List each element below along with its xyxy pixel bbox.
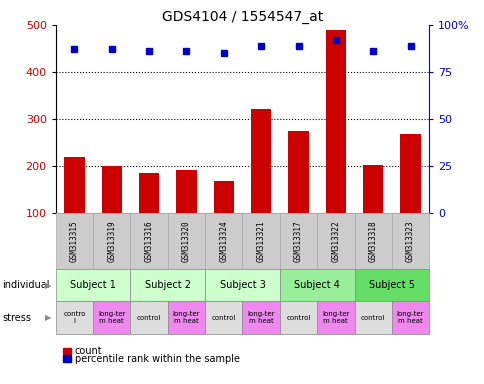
Bar [287, 131, 308, 213]
Text: Subject 5: Subject 5 [368, 280, 414, 290]
Text: Subject 4: Subject 4 [294, 280, 339, 290]
Bar [250, 109, 271, 213]
Bar [399, 134, 420, 213]
Text: ▶: ▶ [45, 281, 52, 290]
Bar [138, 173, 159, 213]
Text: ▶: ▶ [45, 313, 52, 322]
Text: GSM313318: GSM313318 [368, 220, 377, 262]
Text: contro
l: contro l [63, 311, 86, 324]
Text: GSM313324: GSM313324 [219, 220, 228, 262]
Text: count: count [75, 346, 102, 356]
Text: control: control [360, 315, 385, 321]
Text: Subject 2: Subject 2 [145, 280, 190, 290]
Bar [213, 181, 234, 213]
Text: Subject 1: Subject 1 [70, 280, 116, 290]
Text: percentile rank within the sample: percentile rank within the sample [75, 354, 239, 364]
Bar [176, 170, 197, 213]
Text: GSM313316: GSM313316 [144, 220, 153, 262]
Text: long-ter
m heat: long-ter m heat [172, 311, 200, 324]
Text: long-ter
m heat: long-ter m heat [396, 311, 424, 324]
Bar [101, 166, 122, 213]
Text: GSM313315: GSM313315 [70, 220, 79, 262]
Text: stress: stress [2, 313, 31, 323]
Text: long-ter
m heat: long-ter m heat [98, 311, 125, 324]
Text: individual: individual [2, 280, 50, 290]
Text: GSM313322: GSM313322 [331, 220, 340, 262]
Text: long-ter
m heat: long-ter m heat [247, 311, 274, 324]
Text: GSM313319: GSM313319 [107, 220, 116, 262]
Bar [362, 165, 383, 213]
Text: GDS4104 / 1554547_at: GDS4104 / 1554547_at [162, 10, 322, 23]
Text: Subject 3: Subject 3 [219, 280, 265, 290]
Text: long-ter
m heat: long-ter m heat [321, 311, 349, 324]
Text: GSM313321: GSM313321 [256, 220, 265, 262]
Bar [325, 30, 346, 213]
Text: GSM313323: GSM313323 [405, 220, 414, 262]
Text: control: control [211, 315, 236, 321]
Text: GSM313317: GSM313317 [293, 220, 302, 262]
Text: GSM313320: GSM313320 [182, 220, 191, 262]
Text: control: control [136, 315, 161, 321]
Text: control: control [286, 315, 310, 321]
Bar [64, 157, 85, 213]
